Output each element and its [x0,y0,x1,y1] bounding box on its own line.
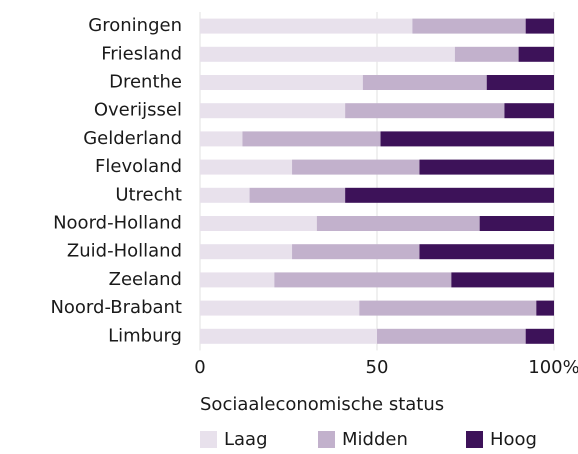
bar-segment [525,328,554,344]
bar-segment [536,300,554,316]
y-tick-label: Zeeland [109,269,182,290]
bar-segment [200,75,363,90]
y-tick-label: Flevoland [95,156,182,177]
bar-segment [200,216,317,231]
bar-segment [419,159,554,175]
bar-segment [454,46,519,62]
bar-segment [200,131,243,147]
bar-segment [486,75,554,90]
x-tick-label: 0 [194,357,205,378]
bar-segment [412,18,526,34]
legend-label: Hoog [490,429,537,450]
bar-segment [200,328,377,344]
y-tick-label: Utrecht [115,184,182,205]
legend-swatch [318,431,335,448]
bar-segment [274,272,452,288]
legend-swatch [200,431,217,448]
bar-segment [359,300,537,316]
bar-segment [345,187,554,203]
x-tick-label: 100% [528,357,578,378]
bar-segment [525,18,554,34]
legend-swatch [466,431,483,448]
legend-label: Laag [224,429,268,450]
bar-segment [504,103,554,119]
bar-segment [451,272,554,288]
y-tick-label: Limburg [108,325,182,346]
bar-segment [362,75,487,90]
y-tick-label: Zuid-Holland [67,241,182,262]
bar-segment [518,46,554,62]
bar-segment [380,131,554,147]
x-tick-label: 50 [366,357,389,378]
bar-segment [377,328,526,344]
y-tick-label: Drenthe [109,72,182,93]
y-tick-label: Noord-Brabant [50,297,182,318]
bar-segment [249,187,346,203]
bar-segment [479,216,554,231]
bar-segment [200,103,346,119]
bar-segment [292,244,420,260]
bar-segment [200,187,250,203]
bar-segment [345,103,505,119]
bar-segment [419,244,554,260]
y-tick-label: Friesland [101,43,182,64]
bar-segment [242,131,381,147]
bar-segment [200,18,413,34]
y-tick-label: Noord-Holland [53,213,182,234]
bar-segment [200,244,293,260]
bar-segment [200,159,293,175]
x-axis-label: Sociaaleconomische status [200,394,444,415]
y-tick-label: Groningen [88,15,182,36]
y-tick-label: Gelderland [83,128,182,149]
bar-segment [200,300,360,316]
bar-segment [292,159,420,175]
bar-segment [200,272,275,288]
bar-segment [200,46,455,62]
y-tick-label: Overijssel [94,100,182,121]
legend-label: Midden [342,429,408,450]
bar-segment [316,216,480,231]
